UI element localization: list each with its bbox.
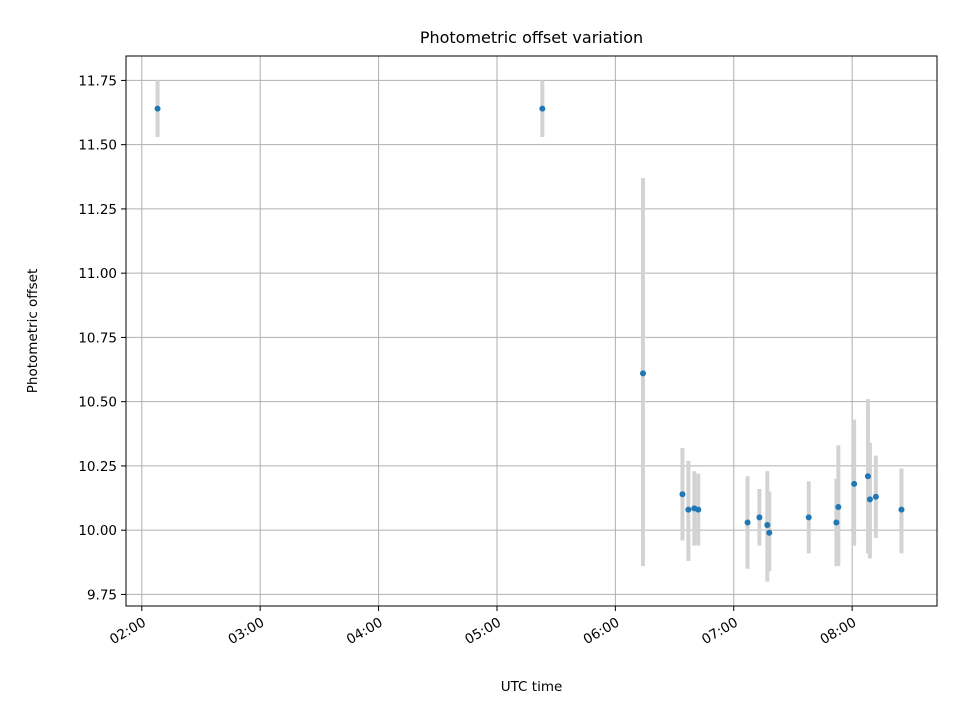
x-tick-label: 05:00 <box>462 615 504 648</box>
y-tick-label: 10.50 <box>78 395 117 411</box>
data-point <box>866 496 873 503</box>
data-point <box>539 105 546 112</box>
data-point <box>685 506 692 513</box>
data-points <box>154 105 905 536</box>
y-tick-label: 11.75 <box>78 73 117 89</box>
data-point <box>805 514 812 521</box>
x-tick-label: 02:00 <box>107 615 149 648</box>
x-tick-label: 04:00 <box>344 615 386 648</box>
data-point <box>835 504 842 511</box>
y-tick-label: 10.75 <box>78 330 117 346</box>
error-bars <box>155 80 904 582</box>
data-point <box>764 522 771 529</box>
plot-frame <box>125 55 938 607</box>
y-tick-label: 11.50 <box>78 138 117 154</box>
y-tick-label: 10.00 <box>78 523 117 539</box>
data-point <box>639 370 646 377</box>
data-point <box>872 493 879 500</box>
x-tick-label: 03:00 <box>225 615 267 648</box>
data-point <box>864 473 871 480</box>
x-tick-label: 06:00 <box>581 615 623 648</box>
x-tick-label: 07:00 <box>699 615 741 648</box>
y-tick-label: 11.00 <box>78 266 117 282</box>
data-point <box>154 105 161 112</box>
data-point <box>766 529 773 536</box>
chart-title: Photometric offset variation <box>420 28 643 47</box>
x-tick-label: 08:00 <box>817 615 859 648</box>
x-axis-label: UTC time <box>501 679 563 695</box>
data-point <box>695 506 702 513</box>
y-tick-label: 11.25 <box>78 202 117 218</box>
grid-lines <box>126 56 937 606</box>
data-point <box>851 480 858 487</box>
y-axis: 9.75 10.00 10.25 10.50 10.75 11.00 11.25 11.50 1… <box>78 73 126 603</box>
y-tick-label: 10.25 <box>78 459 117 475</box>
data-point <box>679 491 686 498</box>
data-point <box>833 519 840 526</box>
data-point <box>756 514 763 521</box>
y-tick-label: 9.75 <box>87 587 117 603</box>
data-point <box>744 519 751 526</box>
data-point <box>898 506 905 513</box>
y-axis-label: Photometric offset <box>25 269 41 393</box>
x-axis: 02:00 03:00 04:00 05:00 06:00 07:00 08:00 <box>107 606 859 648</box>
